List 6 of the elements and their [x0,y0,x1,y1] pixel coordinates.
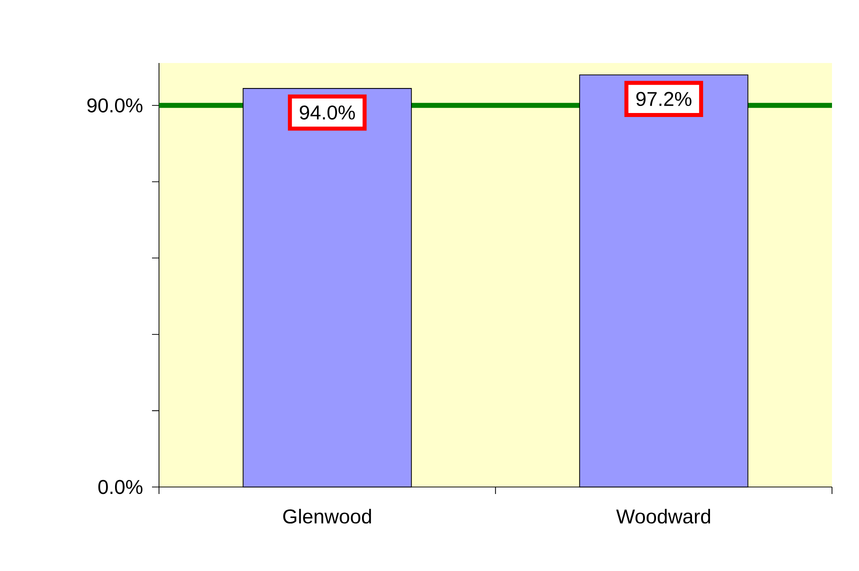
y-tick-label: 0.0% [98,480,142,494]
data-label: 94.0% [300,105,355,120]
x-tick-label: Woodward [616,508,710,524]
y-tick-label: 90.0% [87,98,142,112]
x-tick-label: Glenwood [283,508,371,524]
data-label: 97.2% [636,92,692,106]
